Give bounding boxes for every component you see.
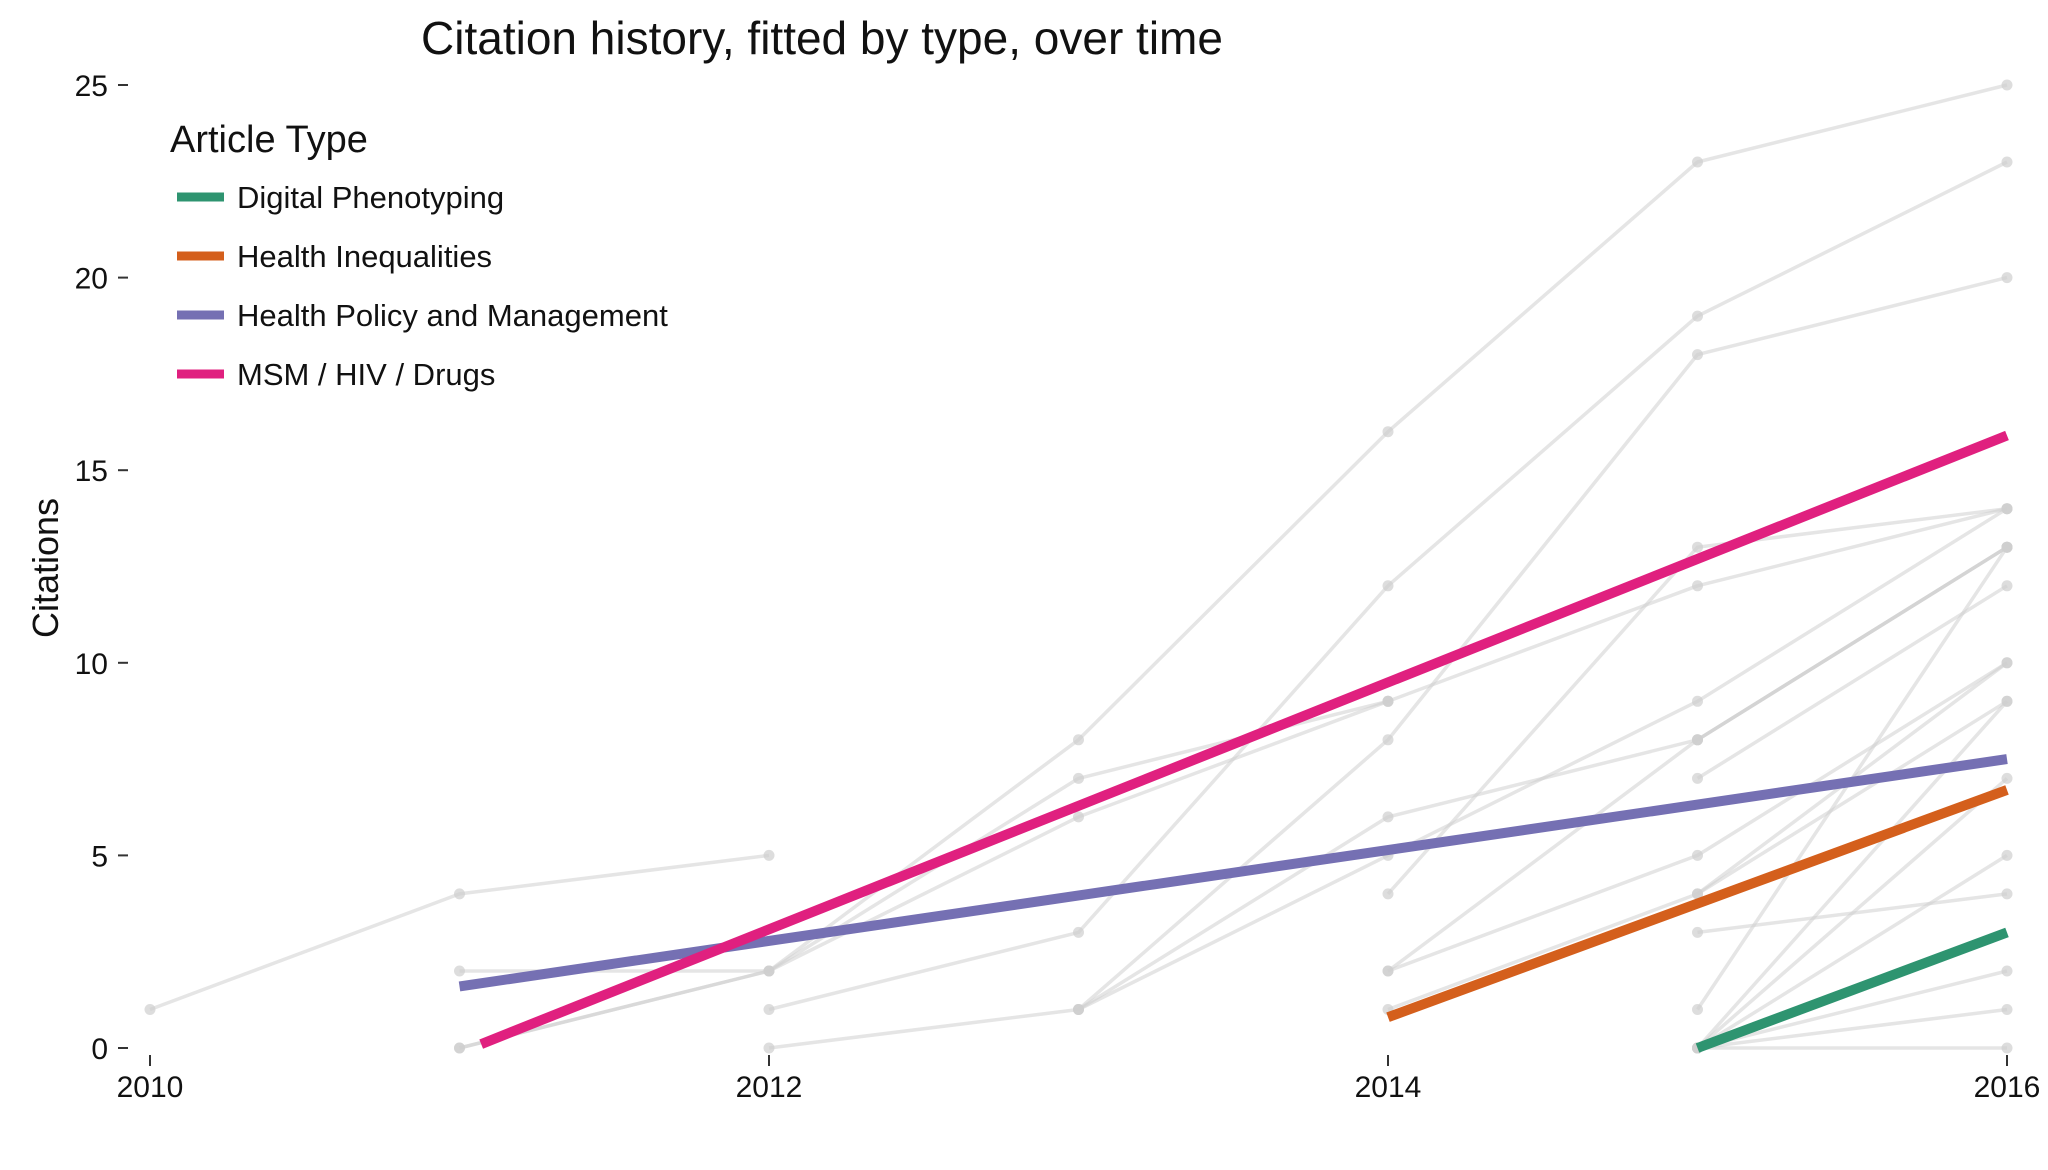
- background-point: [2001, 541, 2013, 553]
- background-point: [1382, 426, 1394, 438]
- background-point: [2001, 888, 2013, 900]
- y-axis: 0 5 10 15 20 25: [75, 70, 128, 1066]
- background-series-line: [1696, 584, 2008, 780]
- background-point: [144, 1004, 156, 1015]
- background-point: [2001, 1042, 2013, 1054]
- x-axis: 2010 2012 2014 2016: [117, 1055, 2041, 1104]
- background-point: [2001, 772, 2013, 784]
- background-series-line: [1696, 700, 2009, 1050]
- legend: Article Type Digital Phenotyping Health I…: [170, 119, 668, 392]
- x-tick-label: 2010: [117, 1071, 184, 1104]
- background-point: [2001, 849, 2013, 861]
- background-series-line: [1697, 969, 2008, 1050]
- background-point: [763, 1004, 775, 1015]
- background-point: [1692, 349, 1703, 361]
- background-point: [1692, 926, 1703, 938]
- background-point: [454, 965, 465, 977]
- background-point: [1382, 734, 1394, 746]
- background-series-line: [1696, 777, 2009, 1050]
- background-point: [1073, 734, 1084, 746]
- x-tick-label: 2014: [1355, 1071, 1422, 1104]
- background-point: [1692, 156, 1703, 168]
- fitted-line-health-inequalities: [1386, 785, 2009, 1022]
- background-point: [1692, 580, 1703, 592]
- background-point: [454, 888, 465, 900]
- background-point: [1382, 695, 1394, 707]
- background-point: [2001, 580, 2013, 592]
- legend-label: Health Policy and Management: [237, 298, 668, 333]
- background-series-line: [459, 83, 2008, 1050]
- background-point: [2001, 156, 2013, 168]
- background-point: [1692, 734, 1703, 746]
- background-series-line: [1697, 1007, 2008, 1050]
- background-point: [1692, 1004, 1703, 1015]
- y-tick-label: 20: [75, 263, 108, 296]
- background-point: [1073, 1004, 1084, 1015]
- background-point: [1692, 695, 1703, 707]
- background-point: [1692, 888, 1703, 900]
- background-point: [1382, 888, 1394, 900]
- y-tick-label: 10: [75, 648, 108, 681]
- background-point: [2001, 1004, 2013, 1015]
- legend-label: Digital Phenotyping: [237, 180, 504, 215]
- background-series-line: [1387, 661, 2008, 973]
- fitted-line-digital-phenotyping: [1695, 927, 2009, 1053]
- background-point: [763, 849, 775, 861]
- background-point: [2001, 503, 2013, 515]
- y-tick-label: 25: [75, 70, 108, 103]
- fitted-line-msm-hiv-drugs: [479, 430, 2009, 1049]
- background-point: [763, 965, 775, 977]
- background-point: [1382, 965, 1394, 977]
- y-tick-label: 5: [91, 840, 108, 873]
- y-axis-label: Citations: [25, 498, 66, 638]
- fitted-lines: [458, 430, 2009, 1053]
- background-point: [2001, 657, 2013, 669]
- background-series-line: [1696, 545, 2008, 742]
- background-lines: [144, 79, 2013, 1054]
- background-point: [1382, 811, 1394, 823]
- background-point: [2001, 272, 2013, 284]
- background-point: [1073, 772, 1084, 784]
- background-point: [2001, 695, 2013, 707]
- background-point: [763, 1042, 775, 1054]
- background-point: [1073, 926, 1084, 938]
- background-point: [1692, 849, 1703, 861]
- x-tick-label: 2016: [1974, 1071, 2041, 1104]
- background-point: [1382, 580, 1394, 592]
- x-tick-label: 2012: [736, 1071, 803, 1104]
- legend-title: Article Type: [170, 119, 368, 161]
- background-point: [2001, 79, 2013, 91]
- background-point: [454, 1042, 465, 1054]
- background-series-line: [1696, 853, 2008, 1050]
- legend-items: Digital Phenotyping Health Inequalities He…: [177, 180, 668, 392]
- background-point: [1073, 811, 1084, 823]
- chart-title: Citation history, fitted by type, over t…: [421, 12, 1223, 64]
- background-point: [1692, 310, 1703, 322]
- background-point: [2001, 965, 2013, 977]
- y-tick-label: 0: [91, 1033, 108, 1066]
- background-point: [1692, 541, 1703, 553]
- legend-label: MSM / HIV / Drugs: [237, 357, 495, 392]
- background-point: [1692, 772, 1703, 784]
- y-tick-label: 15: [75, 455, 108, 488]
- legend-label: Health Inequalities: [237, 239, 492, 274]
